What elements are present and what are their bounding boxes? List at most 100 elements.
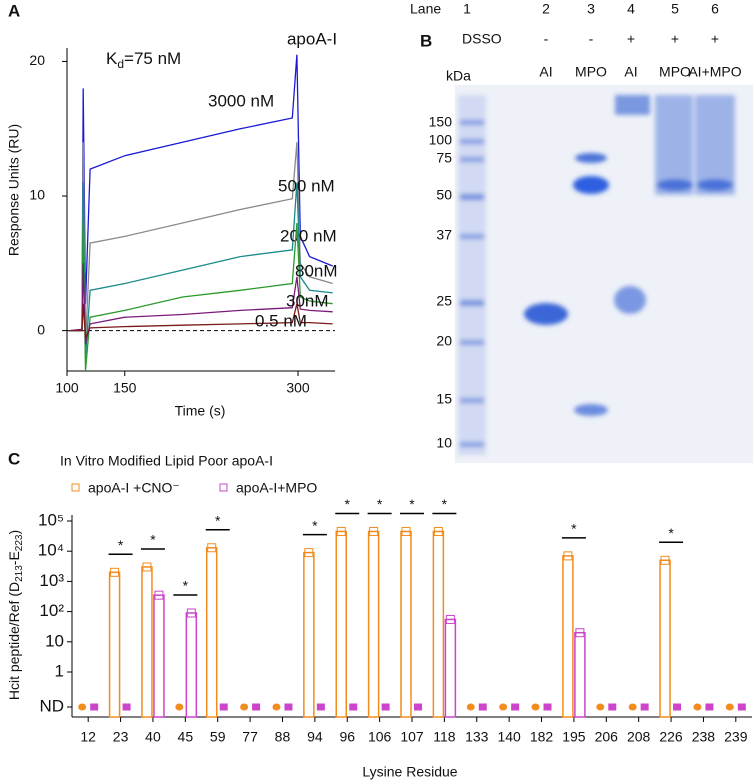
- lane-number: 6: [711, 1, 719, 17]
- nd-marker: [705, 703, 714, 711]
- nd-marker: [240, 703, 249, 711]
- nd-marker: [531, 703, 540, 711]
- x-tick-label: 226: [659, 729, 683, 745]
- nd-marker: [90, 703, 99, 711]
- point-marker: [336, 526, 346, 536]
- series-label: 80nM: [295, 261, 338, 280]
- marker-label: 20: [436, 333, 452, 349]
- nd-marker: [673, 703, 682, 711]
- nd-marker: [478, 703, 487, 711]
- bar: [108, 571, 121, 718]
- y-tick-label: ND: [39, 696, 64, 715]
- y-tick-label: 1: [55, 661, 64, 680]
- x-tick-label: 40: [145, 729, 161, 745]
- series-line: [69, 54, 333, 332]
- series-label: 3000 nM: [208, 91, 274, 110]
- x-tick-label: 182: [530, 729, 554, 745]
- reagent-label: DSSO: [462, 31, 502, 47]
- x-axis-label: Time (s): [175, 403, 226, 419]
- annotation-part: K: [106, 49, 118, 68]
- sample-label: AI: [624, 64, 637, 80]
- x-tick-label: 59: [210, 729, 226, 745]
- point-marker: [207, 543, 217, 553]
- point-marker: [186, 608, 196, 618]
- x-tick-label: 238: [692, 729, 716, 745]
- x-tick-label: 12: [80, 729, 96, 745]
- sample-label: AI: [539, 64, 552, 80]
- legend-label: apoA-I+MPO: [236, 480, 317, 496]
- annotation-part: =75 nM: [124, 49, 181, 68]
- marker-label: 15: [436, 391, 452, 407]
- panel-label: C: [8, 449, 20, 468]
- panel-label: A: [8, 1, 20, 20]
- x-tick-label: 208: [627, 729, 651, 745]
- marker-label: 37: [436, 227, 452, 243]
- y-tick-label: 10: [29, 187, 45, 203]
- series-line: [69, 222, 333, 372]
- annotation: Kd=75 nM: [106, 49, 181, 71]
- bar: [444, 618, 457, 718]
- x-tick-label: 106: [368, 729, 392, 745]
- y-tick-label: 10⁵: [38, 510, 64, 529]
- significance-label: *: [668, 525, 674, 541]
- nd-marker: [349, 703, 358, 711]
- bar: [153, 594, 165, 718]
- bar: [400, 530, 412, 718]
- x-tick-label: 96: [339, 729, 355, 745]
- bar: [205, 547, 218, 718]
- nd-marker: [78, 703, 87, 711]
- y-label-sub: 213: [14, 565, 25, 582]
- chart-title: apoA-I: [287, 29, 337, 48]
- marker-label: 75: [436, 150, 452, 166]
- x-tick-label: 118: [433, 729, 456, 745]
- point-marker: [445, 614, 455, 624]
- nd-marker: [543, 703, 552, 711]
- series-label: 200 nM: [280, 226, 337, 245]
- y-tick-label: 10: [45, 631, 64, 650]
- x-tick-label: 300: [286, 380, 310, 396]
- series-label: 500 nM: [278, 176, 335, 195]
- nd-marker: [693, 703, 702, 711]
- lane-number: 4: [627, 1, 635, 17]
- nd-marker: [737, 703, 746, 711]
- y-label-sub: 223: [14, 534, 25, 551]
- x-tick-label: 88: [275, 729, 291, 745]
- nd-marker: [414, 703, 422, 711]
- nd-marker: [316, 703, 325, 711]
- y-label-part: ): [6, 530, 22, 535]
- nd-marker: [499, 703, 508, 711]
- bar: [574, 631, 586, 718]
- sample-label: MPO: [575, 64, 607, 80]
- reagent-sign: -: [544, 31, 549, 47]
- lane-number: 1: [463, 1, 471, 17]
- point-marker: [142, 562, 152, 572]
- significance-label: *: [377, 496, 383, 512]
- nd-marker: [252, 703, 261, 711]
- legend-swatch: [71, 483, 80, 492]
- lane-number: 5: [671, 1, 679, 17]
- gel-panel: B Lane DSSO kDa 1 2 3 4 5 6- - + + +AI MPO AI MPOAI+…: [410, 1, 753, 463]
- nd-marker: [272, 703, 281, 711]
- y-tick-label: 10⁴: [38, 541, 64, 560]
- marker-label: 10: [436, 435, 452, 451]
- significance-label: *: [571, 521, 577, 537]
- bar: [335, 530, 347, 718]
- significance-label: *: [183, 578, 189, 594]
- lane-number: 3: [587, 1, 595, 17]
- x-tick-label: 140: [497, 729, 521, 745]
- nd-marker: [511, 703, 520, 711]
- series-label: 30nM: [286, 291, 329, 310]
- marker-label: 100: [429, 132, 453, 148]
- nd-marker: [596, 703, 605, 711]
- x-tick-label: 239: [724, 729, 748, 745]
- significance-label: *: [312, 517, 318, 533]
- bar: [185, 612, 198, 718]
- marker-label: 50: [436, 187, 452, 203]
- nd-marker: [284, 703, 293, 711]
- point-marker: [401, 526, 411, 536]
- legend-swatch: [219, 483, 228, 492]
- point-marker: [563, 551, 573, 561]
- marker-label: 150: [429, 114, 453, 130]
- significance-label: *: [118, 537, 124, 553]
